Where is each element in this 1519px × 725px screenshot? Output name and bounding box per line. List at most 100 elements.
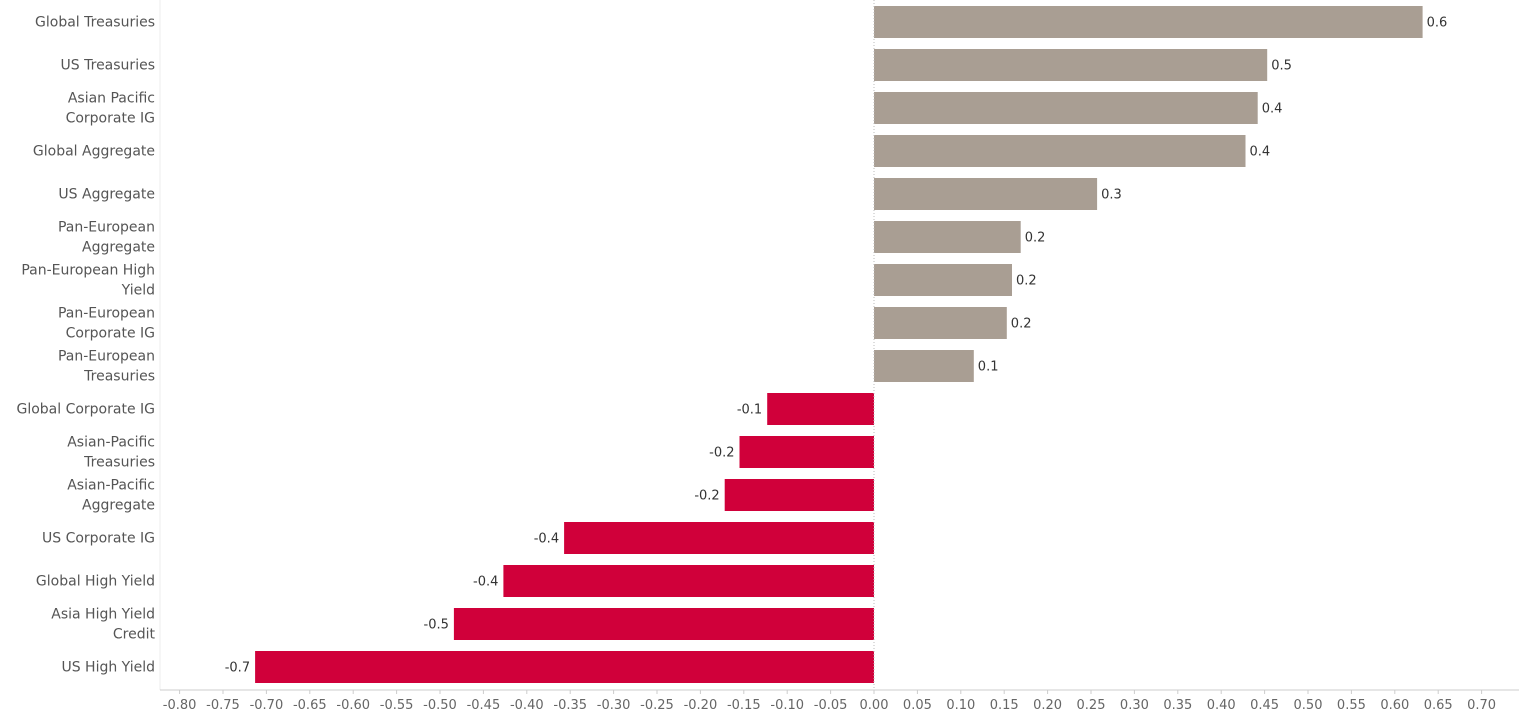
x-tick-label: 0.00 [860, 698, 889, 713]
category-label: US High Yield [61, 660, 155, 676]
x-tick-label: -0.20 [684, 698, 718, 713]
x-tick-label: -0.10 [770, 698, 804, 713]
x-tick-label: 0.60 [1380, 698, 1409, 713]
value-labels: 0.6 0.5 0.4 0.4 0.3 0.2 0.2 0.2 0.1 -0.1 -0.2 -0.2 -… [225, 16, 1448, 676]
category-label-line: Credit [113, 627, 156, 643]
x-tick-label: -0.05 [814, 698, 848, 713]
x-tick-label: -0.65 [293, 698, 327, 713]
x-tick-label: 0.20 [1033, 698, 1062, 713]
bar [874, 307, 1007, 339]
category-label: US Corporate IG [42, 531, 155, 547]
bar [724, 479, 874, 511]
category-label-line: US High Yield [61, 660, 155, 676]
category-label-line: Aggregate [82, 498, 155, 514]
category-label-line: Asian-Pacific [67, 478, 155, 494]
category-label: US Aggregate [58, 187, 155, 203]
x-tick-label: -0.50 [423, 698, 457, 713]
bar [874, 49, 1268, 81]
data-label: 0.1 [978, 360, 999, 375]
x-axis: -0.80 -0.75 -0.70 -0.65 -0.60 -0.55 -0.50 -0.45… [159, 0, 1519, 713]
x-tick-label: 0.05 [903, 698, 932, 713]
x-tick-label: -0.15 [727, 698, 761, 713]
x-tick-label: -0.70 [250, 698, 284, 713]
category-label-line: Pan-European High [21, 263, 155, 279]
category-label-line: Global Treasuries [35, 15, 155, 31]
x-tick-label: -0.45 [467, 698, 501, 713]
category-label-line: Aggregate [82, 240, 155, 256]
bar [874, 350, 974, 382]
data-label: -0.7 [225, 661, 250, 676]
category-label: Asian-Pacific Aggregate [67, 478, 155, 514]
category-label: Global Corporate IG [16, 402, 155, 418]
bar [874, 92, 1258, 124]
x-tick-label: 0.15 [990, 698, 1019, 713]
category-label-line: Asian Pacific [68, 91, 155, 107]
category-label-line: US Treasuries [61, 58, 155, 74]
data-label: 0.6 [1427, 16, 1448, 31]
bar [874, 178, 1098, 210]
x-tick-label: 0.40 [1207, 698, 1236, 713]
category-label: Asia High Yield Credit [51, 607, 155, 643]
x-tick-label: 0.50 [1294, 698, 1323, 713]
category-label: Global Treasuries [35, 15, 155, 31]
bar [255, 651, 875, 683]
x-tick-label: 0.25 [1077, 698, 1106, 713]
data-label: 0.2 [1016, 274, 1037, 289]
x-tick-label: 0.65 [1424, 698, 1453, 713]
category-label: Asian Pacific Corporate IG [66, 91, 155, 127]
category-label: Asian-Pacific Treasuries [67, 435, 155, 471]
category-label: Pan-European High Yield [21, 263, 155, 299]
category-label-line: Pan-European [58, 306, 155, 322]
x-tick-label: -0.30 [597, 698, 631, 713]
bar [767, 393, 874, 425]
x-tick-label: -0.75 [206, 698, 240, 713]
data-label: -0.4 [473, 575, 498, 590]
data-label: -0.2 [694, 489, 719, 504]
category-label-line: Yield [121, 283, 155, 299]
data-label: -0.1 [737, 403, 762, 418]
category-label: Pan-European Treasuries [58, 349, 155, 385]
x-tick-label: -0.35 [553, 698, 587, 713]
category-label: Global Aggregate [33, 144, 155, 160]
category-label-line: Global Corporate IG [16, 402, 155, 418]
x-tick-label: 0.35 [1163, 698, 1192, 713]
data-label: -0.4 [534, 532, 559, 547]
x-tick-label: -0.80 [163, 698, 197, 713]
bar [453, 608, 874, 640]
category-label-line: Asian-Pacific [67, 435, 155, 451]
category-label-line: Pan-European [58, 349, 155, 365]
bar [874, 221, 1021, 253]
data-label: 0.2 [1025, 231, 1046, 246]
category-label-line: Global High Yield [36, 574, 155, 590]
data-label: 0.3 [1101, 188, 1122, 203]
data-label: 0.5 [1271, 59, 1292, 74]
bar [564, 522, 874, 554]
category-label: Pan-European Corporate IG [58, 306, 155, 342]
x-tick-label: -0.40 [510, 698, 544, 713]
x-tick-label: -0.60 [336, 698, 370, 713]
category-label-line: Corporate IG [66, 326, 155, 342]
bar [739, 436, 874, 468]
data-label: 0.2 [1011, 317, 1032, 332]
category-label-line: Global Aggregate [33, 144, 155, 160]
bar [874, 6, 1423, 38]
x-tick-label: 0.30 [1120, 698, 1149, 713]
bar [503, 565, 874, 597]
category-label-line: Pan-European [58, 220, 155, 236]
category-label: Pan-European Aggregate [58, 220, 155, 256]
category-label-line: US Corporate IG [42, 531, 155, 547]
x-tick-label: 0.45 [1250, 698, 1279, 713]
x-tick-label: -0.55 [380, 698, 414, 713]
bars [255, 6, 1423, 683]
x-tick-label: 0.55 [1337, 698, 1366, 713]
data-label: 0.4 [1250, 145, 1271, 160]
category-axis: Global Treasuries US Treasuries Asian Paci… [16, 15, 155, 676]
x-tick-label: 0.70 [1467, 698, 1496, 713]
data-label: 0.4 [1262, 102, 1283, 117]
bar [874, 264, 1012, 296]
category-label-line: US Aggregate [58, 187, 155, 203]
category-label: US Treasuries [61, 58, 155, 74]
data-label: -0.2 [709, 446, 734, 461]
bar [874, 135, 1246, 167]
category-label-line: Corporate IG [66, 111, 155, 127]
